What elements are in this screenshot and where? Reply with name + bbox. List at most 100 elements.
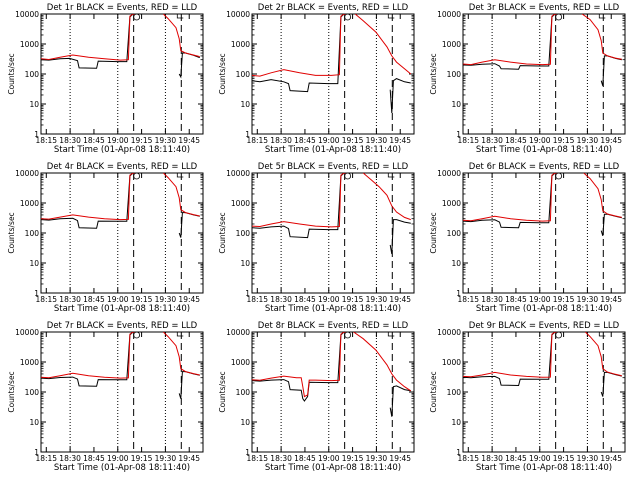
x-axis-label: Start Time (01-Apr-08 18:11:40) [265,304,401,314]
x-tick-label: 19:15 [342,295,364,304]
events-series-line [600,55,622,87]
x-tick-label: 18:45 [83,454,105,463]
x-tick-label: 19:30 [577,136,599,145]
x-tick-label: 18:45 [83,295,105,304]
y-tick-label: 10000 [226,328,250,337]
x-tick-label: 19:15 [553,454,575,463]
y-tick-label: 10 [451,259,461,268]
x-tick-label: 19:15 [342,454,364,463]
y-axis-label: Counts/sec [429,371,438,412]
saturation-marker [133,331,141,339]
x-tick-label: 19:15 [131,295,153,304]
y-axis-label: Counts/sec [7,371,16,412]
lld-series-line [353,332,412,392]
x-tick-label: 18:15 [35,454,57,463]
y-tick-label: 100 [236,70,251,79]
y-tick-label: 10000 [15,169,39,178]
y-tick-label: 1000 [231,199,250,208]
x-tick-label: 18:15 [457,136,479,145]
x-tick-label: 18:45 [294,295,316,304]
x-tick-label: 18:45 [505,295,527,304]
lld-series-line [252,173,348,228]
y-tick-label: 1 [456,448,461,457]
plot-panel: Det 7r BLACK = Events, RED = LLD 1 10 100 10… [7,321,204,473]
x-tick-label: 18:15 [246,136,268,145]
y-tick-label: 10 [29,418,39,427]
y-tick-label: 1000 [20,199,39,208]
saturation-marker [176,173,184,178]
x-tick-label: 18:30 [270,454,292,463]
y-tick-label: 100 [447,70,462,79]
x-tick-label: 19:30 [155,136,177,145]
x-tick-label: 19:15 [342,136,364,145]
plot-panel: Det 9r BLACK = Events, RED = LLD 1 10 100 10… [429,321,626,473]
x-tick-label: 19:45 [389,136,411,145]
x-tick-label: 18:45 [294,454,316,463]
x-axis-label: Start Time (01-Apr-08 18:11:40) [265,145,401,155]
y-tick-label: 1 [34,289,39,298]
y-tick-label: 1000 [231,358,250,367]
saturation-marker [555,331,563,339]
x-tick-label: 18:15 [35,136,57,145]
events-series-line [600,213,622,237]
y-tick-label: 10 [240,100,250,109]
y-tick-label: 1 [456,130,461,139]
events-series-line [252,14,348,93]
y-tick-label: 100 [236,229,251,238]
y-axis-label: Counts/sec [218,212,227,253]
y-tick-label: 1000 [20,40,39,49]
y-tick-label: 1000 [442,199,461,208]
lld-series-line [583,173,622,218]
saturation-marker [598,332,606,337]
plot-panel: Det 8r BLACK = Events, RED = LLD 1 10 100 10… [218,321,415,473]
saturation-marker [387,332,395,337]
saturation-marker [387,173,395,178]
x-tick-label: 19:30 [366,295,388,304]
plot-title: Det 2r BLACK = Events, RED = LLD [258,3,409,13]
x-tick-label: 18:15 [35,295,57,304]
y-tick-label: 10 [451,100,461,109]
lld-series-line [463,173,559,222]
events-series-line [389,385,411,417]
plot-title: Det 3r BLACK = Events, RED = LLD [469,3,620,13]
y-tick-label: 1 [245,448,250,457]
y-tick-label: 10 [240,259,250,268]
y-tick-label: 100 [25,70,40,79]
x-tick-label: 19:45 [600,454,622,463]
x-tick-label: 18:15 [457,454,479,463]
x-tick-label: 18:30 [59,136,81,145]
saturation-marker [387,14,395,19]
x-tick-label: 18:15 [246,295,268,304]
y-tick-label: 10 [29,259,39,268]
lld-series-line [463,14,559,66]
events-series-line [178,371,200,399]
saturation-marker [598,173,606,178]
x-tick-label: 19:15 [553,136,575,145]
plot-panel: Det 4r BLACK = Events, RED = LLD 1 10 100 10… [7,162,204,314]
plot-frame [251,13,415,135]
x-tick-label: 19:30 [577,454,599,463]
lld-series-line [162,173,200,217]
y-tick-label: 10 [29,100,39,109]
plot-title: Det 7r BLACK = Events, RED = LLD [47,321,198,331]
x-tick-label: 19:00 [318,454,340,463]
y-tick-label: 1 [34,448,39,457]
plot-panel: Det 3r BLACK = Events, RED = LLD 1 10 100 10… [429,3,626,155]
x-tick-label: 18:30 [270,295,292,304]
saturation-marker [176,14,184,19]
x-axis-label: Start Time (01-Apr-08 18:11:40) [265,463,401,473]
events-series-line [389,219,411,255]
saturation-marker [344,13,352,21]
lld-series-line [252,332,348,398]
x-tick-label: 19:15 [131,454,153,463]
x-axis-label: Start Time (01-Apr-08 18:11:40) [54,304,190,314]
plot-frame [40,331,204,453]
events-series-line [463,14,559,70]
saturation-marker [344,172,352,180]
x-tick-label: 19:45 [178,454,200,463]
x-tick-label: 19:00 [318,295,340,304]
plot-panel: Det 6r BLACK = Events, RED = LLD 1 10 100 10… [429,162,626,314]
saturation-marker [344,331,352,339]
x-tick-label: 19:30 [366,454,388,463]
